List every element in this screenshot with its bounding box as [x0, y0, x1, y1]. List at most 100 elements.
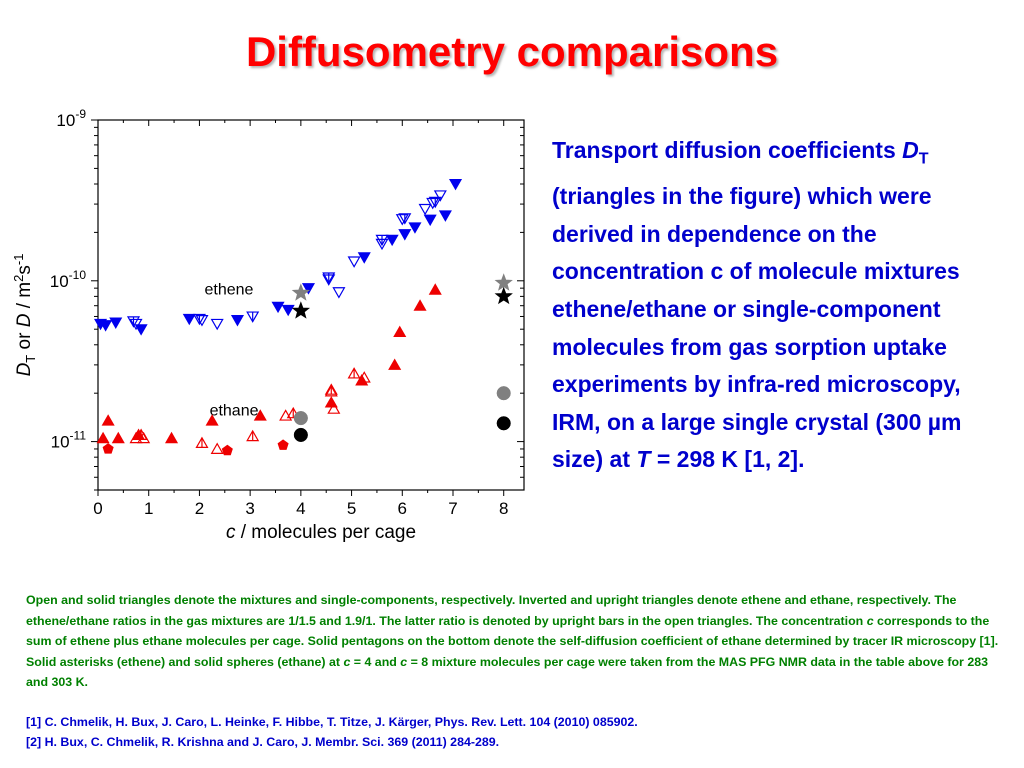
ethene-solid-marker — [398, 229, 412, 241]
plot-frame — [97, 119, 525, 491]
ethene-solid-marker — [408, 222, 422, 234]
ethene-solid-marker — [109, 317, 123, 329]
y-tick-exponent: -11 — [70, 429, 87, 443]
reference-2: [2] H. Bux, C. Chmelik, R. Krishna and J… — [26, 735, 500, 749]
ethene-solid-marker — [301, 283, 315, 295]
x-tick-label: 6 — [398, 499, 407, 518]
description-part-3: = 298 K [1, 2]. — [650, 446, 805, 473]
ethane-solid-marker — [96, 431, 110, 444]
ethene-solid-marker — [449, 178, 463, 191]
ethene-solid-marker — [357, 252, 371, 264]
reference-1: [1] C. Chmelik, H. Bux, J. Caro, L. Hein… — [26, 715, 638, 729]
self-diffusion-pentagon-marker — [221, 444, 233, 456]
self-diffusion-pentagon-marker — [277, 439, 289, 450]
nmr-ethane-sphere-marker — [293, 411, 308, 426]
references: [1] C. Chmelik, H. Bux, J. Caro, L. Hein… — [26, 712, 1006, 752]
nmr-ethane-sphere-marker — [496, 416, 511, 431]
caption-c-symbol: c — [343, 654, 351, 669]
x-axis-unit: / molecules per cage — [235, 522, 416, 543]
caption-c-symbol: c — [866, 613, 874, 628]
description-d-subscript: T — [918, 150, 929, 168]
y-axis-symbol: D — [14, 362, 35, 376]
ethane-solid-marker — [413, 299, 427, 311]
ethane-solid-marker — [253, 409, 267, 421]
ethane-open-marker — [327, 402, 341, 414]
ethene-solid-marker — [134, 324, 148, 336]
x-tick-label: 8 — [499, 499, 508, 518]
nmr-ethene-star-marker — [291, 301, 311, 319]
ethene-solid-marker — [423, 214, 437, 227]
ethane-open-marker — [129, 431, 143, 444]
ethene-solid-marker — [182, 313, 196, 326]
nmr-ethene-star-marker — [494, 286, 513, 305]
nmr-ethene-star-marker — [494, 273, 513, 291]
ethene-open-marker — [347, 256, 361, 268]
nmr-ethane-sphere-marker — [496, 386, 511, 401]
y-tick-label: 10-9 — [56, 107, 86, 130]
description-part-1: Transport diffusion coefficients — [552, 137, 903, 163]
ethene-solid-marker — [385, 234, 399, 247]
description-t-symbol: T — [636, 446, 651, 473]
slide-title: Diffusometry comparisons — [245, 28, 779, 75]
y-tick-label: 10-11 — [51, 429, 87, 452]
caption-part-1: Open and solid triangles denote the mixt… — [26, 593, 957, 628]
figure-caption: Open and solid triangles denote the mixt… — [26, 590, 1006, 693]
ethane-open-marker — [324, 385, 338, 397]
ethene-open-marker — [418, 203, 432, 216]
x-tick-label: 0 — [93, 499, 102, 518]
ethane-solid-marker — [101, 414, 115, 426]
caption-part-4: = 8 mixture molecules per cage were take… — [26, 654, 988, 690]
y-axis-superscript: 2 — [11, 275, 26, 282]
ethene-solid-marker — [438, 210, 452, 222]
x-tick-label: 2 — [195, 499, 204, 518]
ethene-open-marker — [428, 196, 442, 209]
ethene-solid-marker — [281, 304, 295, 317]
y-tick-base: 10 — [51, 433, 70, 452]
ethene-open-marker — [192, 313, 206, 326]
ethane-open-marker — [279, 409, 293, 421]
ethene-solid-marker — [99, 320, 113, 332]
ethene-open-marker — [322, 272, 336, 284]
ethane-solid-marker — [393, 325, 407, 338]
ethene-open-marker — [332, 287, 346, 299]
y-tick-exponent: -10 — [69, 268, 87, 282]
ethene-open-marker — [433, 190, 447, 202]
x-tick-label: 4 — [296, 499, 305, 518]
x-axis-symbol: c — [226, 522, 236, 543]
ethane-open-marker — [357, 371, 371, 383]
ethane-solid-marker — [165, 431, 179, 444]
self-diffusion-pentagon-marker — [102, 443, 114, 454]
x-tick-label: 1 — [144, 499, 153, 518]
caption-part-3: = 4 and — [350, 654, 401, 669]
y-tick-exponent: -9 — [75, 107, 86, 121]
description-part-2: (triangles in the figure) which were der… — [552, 183, 962, 473]
caption-c-symbol: c — [400, 654, 408, 669]
description-text: Transport diffusion coefficients DT (tri… — [552, 132, 1002, 479]
ethane-solid-marker — [205, 414, 219, 426]
y-tick-label: 10-10 — [50, 268, 87, 291]
y-axis-symbol: D — [14, 313, 35, 327]
ethane-open-marker — [210, 442, 224, 454]
y-axis-superscript: -1 — [11, 254, 26, 266]
y-tick-base: 10 — [50, 272, 69, 291]
x-axis-label: c / molecules per cage — [226, 522, 416, 543]
ethene-solid-marker — [230, 315, 244, 327]
series-annotation: ethane — [210, 403, 259, 420]
x-tick-label: 3 — [245, 499, 254, 518]
y-tick-base: 10 — [56, 111, 75, 130]
y-axis-subscript: T — [23, 355, 38, 363]
x-tick-label: 5 — [347, 499, 356, 518]
y-axis-label: DT or D / m2s-1 — [11, 254, 38, 377]
diffusion-chart: 0 1 2 3 4 5 6 7 8 10-9 10-10 10-11 c / molecules per… — [0, 100, 540, 570]
ethane-solid-marker — [388, 358, 402, 370]
ethene-solid-marker — [271, 301, 285, 314]
y-axis-unit: / m — [14, 282, 35, 314]
x-tick-label: 7 — [448, 499, 457, 518]
ethane-solid-marker — [428, 283, 442, 295]
ethene-open-marker — [210, 318, 224, 331]
series-annotation: ethene — [205, 282, 254, 299]
ethane-solid-marker — [111, 431, 125, 444]
caption-part-2: corresponds to the sum of ethene plus et… — [26, 613, 999, 669]
nmr-ethene-star-marker — [291, 283, 311, 301]
